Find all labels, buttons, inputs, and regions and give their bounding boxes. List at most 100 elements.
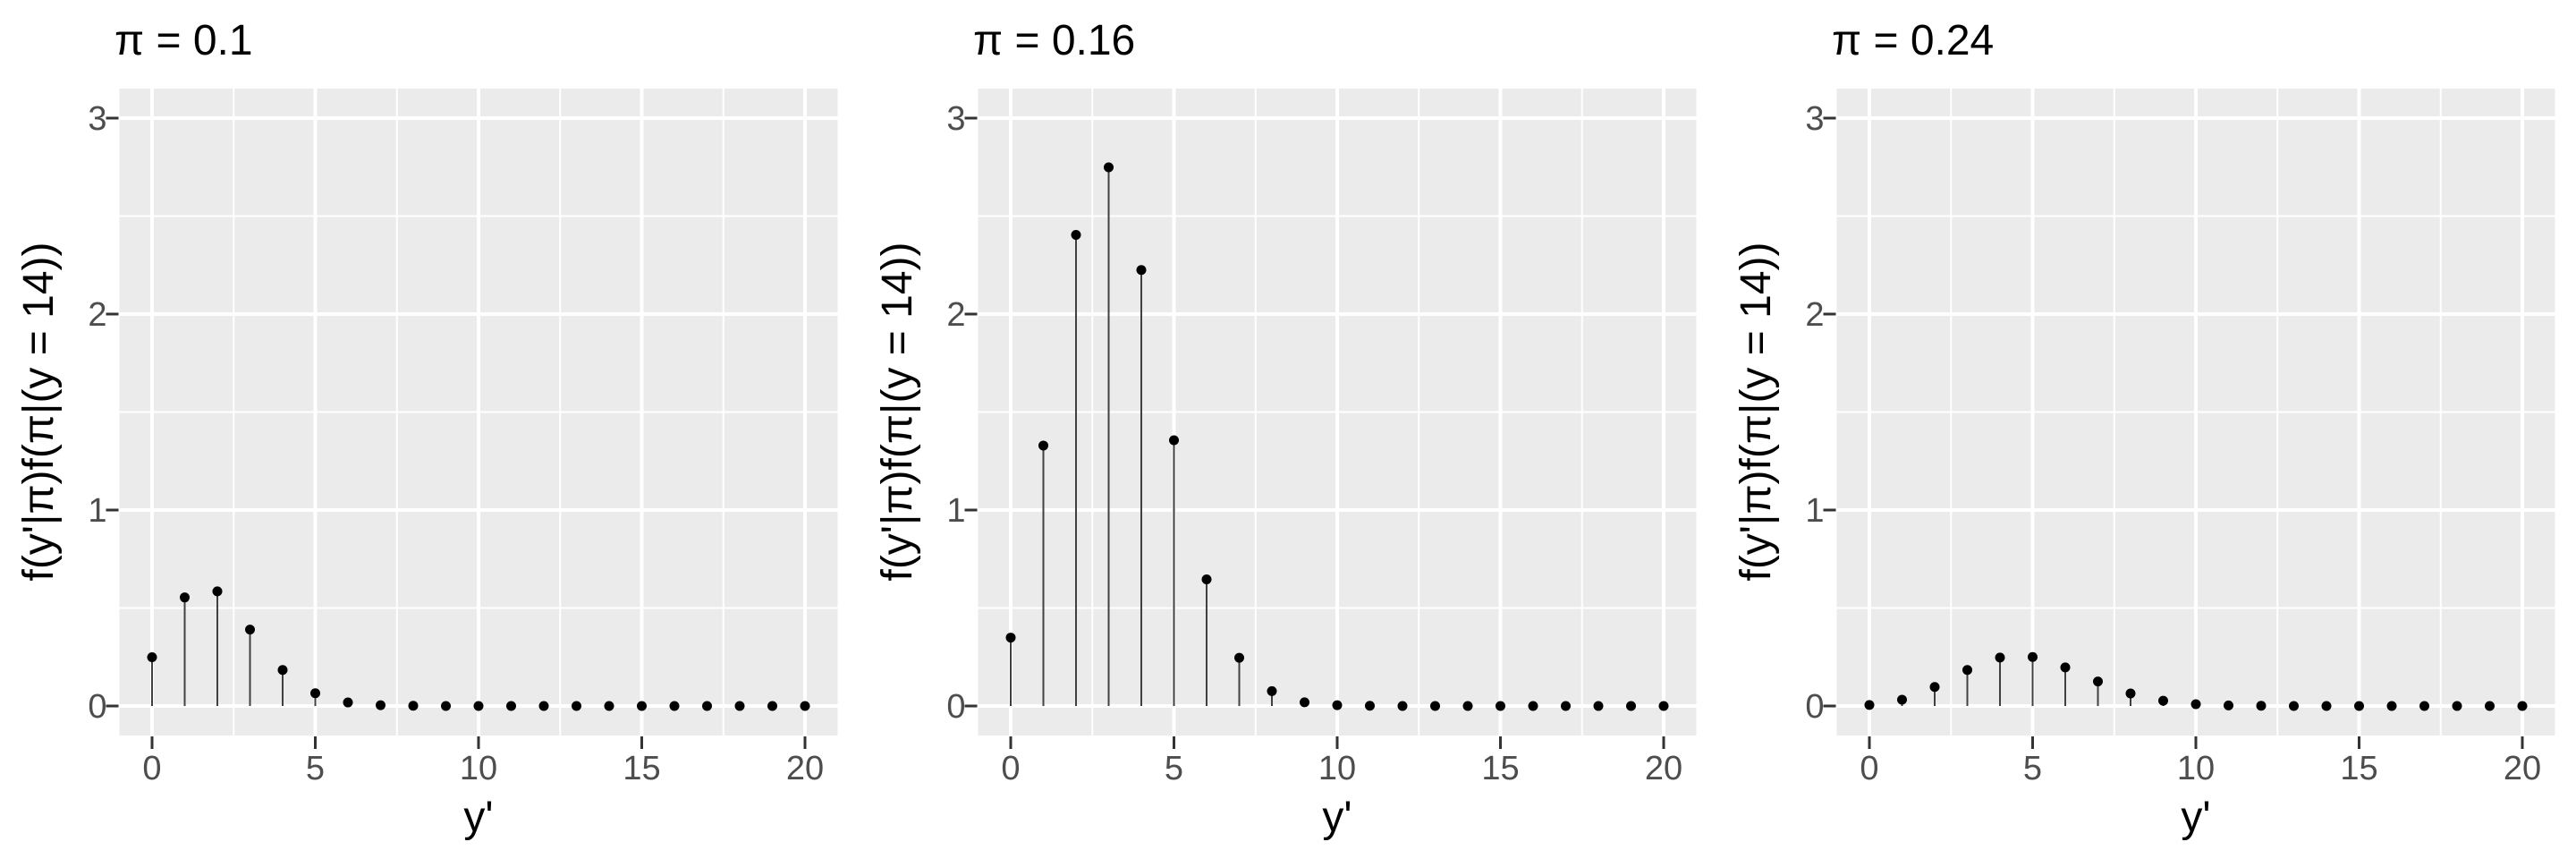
data-point <box>1929 682 1940 693</box>
data-point <box>245 625 255 635</box>
data-point <box>1005 633 1016 643</box>
x-tick-label: 15 <box>2340 750 2377 787</box>
data-point <box>1593 701 1604 711</box>
y-tick-label: 0 <box>946 688 965 726</box>
data-point <box>2028 651 2038 662</box>
data-point <box>2158 695 2168 706</box>
data-point <box>2224 700 2233 710</box>
y-axis-title: f(y'|π)f(π|(y = 14)) <box>874 242 921 582</box>
data-point <box>277 665 288 676</box>
data-point <box>2386 701 2397 711</box>
subplot-pi-0-1: 0 5 10 15 20 0 1 2 3 π = 0.1 f(y'|π)f(π|(y = 14)… <box>0 0 859 859</box>
x-tick-label: 0 <box>1001 750 1020 787</box>
data-point <box>637 701 647 711</box>
data-point <box>1234 652 1244 663</box>
panel-title: π = 0.24 <box>1832 17 1995 64</box>
x-tick-label: 10 <box>1318 750 1356 787</box>
x-tick-label: 20 <box>1645 750 1682 787</box>
panel-title: π = 0.16 <box>973 17 1136 64</box>
data-point <box>1201 574 1212 585</box>
data-point <box>2452 701 2462 711</box>
data-point <box>1038 440 1048 451</box>
subplot-pi-0-16: 0 5 10 15 20 0 1 2 3 π = 0.16 f(y'|π)f(π|(y = 14… <box>859 0 1717 859</box>
data-point <box>767 701 777 711</box>
data-point <box>702 701 712 711</box>
data-point <box>538 701 549 711</box>
data-point <box>1300 697 1309 708</box>
data-point <box>2289 701 2299 711</box>
data-point <box>441 701 451 711</box>
data-point <box>1864 700 1875 710</box>
x-tick-label: 5 <box>1165 750 1183 787</box>
y-tick-label: 2 <box>88 296 106 334</box>
data-point <box>604 701 614 711</box>
data-point <box>800 701 810 711</box>
data-point <box>1071 230 1081 241</box>
data-point <box>506 701 516 711</box>
data-point <box>2190 699 2201 710</box>
data-point <box>1104 162 1114 173</box>
data-point <box>572 701 581 711</box>
y-tick-label: 3 <box>88 100 106 138</box>
data-point <box>1626 701 1636 711</box>
data-point <box>1136 265 1147 276</box>
y-tick-label: 0 <box>88 688 106 726</box>
y-tick-label: 2 <box>1805 296 1824 334</box>
data-point <box>2485 701 2495 711</box>
data-point <box>212 586 223 597</box>
data-point <box>473 701 484 711</box>
x-tick-label: 15 <box>623 750 660 787</box>
y-axis-title: f(y'|π)f(π|(y = 14)) <box>15 242 63 582</box>
data-point <box>343 697 353 708</box>
data-point <box>2419 701 2429 711</box>
y-tick-label: 0 <box>1805 688 1824 726</box>
y-tick-label: 1 <box>88 492 106 530</box>
y-tick-label: 1 <box>946 492 965 530</box>
x-tick-label: 20 <box>2504 750 2541 787</box>
data-point <box>1897 694 1907 705</box>
data-point <box>2354 701 2364 711</box>
data-point <box>1430 701 1440 711</box>
data-point <box>180 592 190 603</box>
y-tick-label: 3 <box>1805 100 1824 138</box>
data-point <box>1365 701 1375 711</box>
data-point <box>408 701 419 711</box>
x-axis-title: y' <box>2181 794 2211 841</box>
data-point <box>1561 701 1571 711</box>
data-point <box>1397 701 1408 711</box>
x-tick-label: 20 <box>786 750 824 787</box>
data-point <box>376 700 386 710</box>
data-point <box>1995 652 2005 663</box>
data-point <box>1528 701 1538 711</box>
data-point <box>1658 701 1669 711</box>
data-point <box>669 701 680 711</box>
data-point <box>310 688 320 699</box>
data-point <box>2060 662 2071 673</box>
y-tick-label: 1 <box>1805 492 1824 530</box>
data-point <box>1496 701 1505 711</box>
x-tick-label: 15 <box>1481 750 1519 787</box>
x-tick-label: 5 <box>2023 750 2042 787</box>
data-point <box>734 701 745 711</box>
data-point <box>1332 700 1343 710</box>
x-tick-label: 10 <box>460 750 497 787</box>
x-axis-title: y' <box>463 794 494 841</box>
data-point <box>1169 435 1179 446</box>
data-point <box>2256 701 2267 711</box>
y-axis-title: f(y'|π)f(π|(y = 14)) <box>1733 242 1780 582</box>
subplot-pi-0-24: 0 5 10 15 20 0 1 2 3 π = 0.24 f(y'|π)f(π|(y = 14… <box>1717 0 2576 859</box>
x-tick-label: 10 <box>2177 750 2215 787</box>
panel-title: π = 0.1 <box>114 17 253 64</box>
plot-area-pi-0-1: 0 5 10 15 20 0 1 2 3 <box>88 89 838 787</box>
data-point <box>2517 701 2528 711</box>
data-point <box>2125 688 2136 699</box>
data-point <box>2093 676 2103 687</box>
data-point <box>1267 685 1277 696</box>
data-point <box>2321 701 2332 711</box>
x-axis-title: y' <box>1322 794 1352 841</box>
data-point <box>1962 665 1972 676</box>
data-point <box>147 651 157 662</box>
y-tick-label: 3 <box>946 100 965 138</box>
y-tick-label: 2 <box>946 296 965 334</box>
